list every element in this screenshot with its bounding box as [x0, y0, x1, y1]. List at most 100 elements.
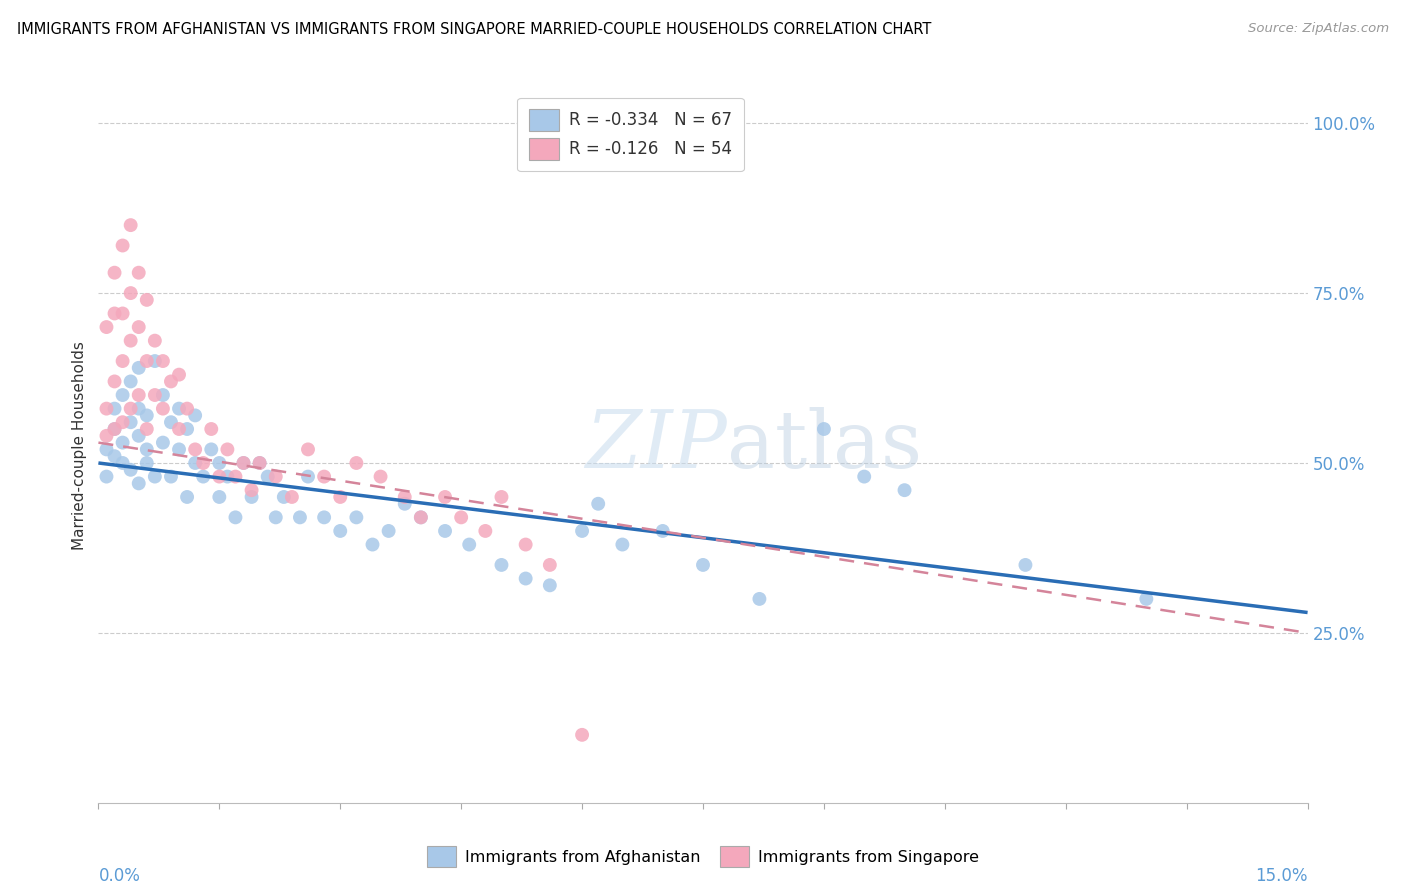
Point [240, 483, 263, 498]
Point [120, 334, 142, 348]
Point [344, 456, 367, 470]
Point [120, 375, 142, 389]
Point [361, 537, 384, 551]
Point [152, 435, 174, 450]
Text: ZIP: ZIP [585, 408, 727, 484]
Point [515, 572, 537, 586]
Point [103, 375, 125, 389]
Point [184, 409, 207, 423]
Point [128, 320, 150, 334]
Point [135, 456, 157, 470]
Y-axis label: Married-couple Households: Married-couple Households [72, 342, 87, 550]
Point [240, 490, 263, 504]
Point [538, 558, 561, 572]
Point [224, 510, 246, 524]
Point [200, 422, 222, 436]
Point [135, 354, 157, 368]
Point [394, 497, 416, 511]
Point [167, 401, 190, 416]
Legend: Immigrants from Afghanistan, Immigrants from Singapore: Immigrants from Afghanistan, Immigrants … [420, 840, 986, 873]
Point [491, 490, 513, 504]
Point [120, 401, 142, 416]
Point [409, 510, 432, 524]
Point [344, 510, 367, 524]
Point [135, 422, 157, 436]
Point [571, 728, 593, 742]
Point [135, 442, 157, 457]
Point [111, 456, 134, 470]
Point [394, 490, 416, 504]
Point [217, 469, 239, 483]
Point [651, 524, 673, 538]
Text: atlas: atlas [727, 407, 922, 485]
Point [167, 442, 190, 457]
Point [111, 354, 134, 368]
Point [1014, 558, 1036, 572]
Point [281, 490, 304, 504]
Point [152, 388, 174, 402]
Point [224, 469, 246, 483]
Point [748, 591, 770, 606]
Point [128, 476, 150, 491]
Point [409, 510, 432, 524]
Point [232, 456, 254, 470]
Point [96, 429, 118, 443]
Point [176, 490, 198, 504]
Point [135, 409, 157, 423]
Point [264, 469, 287, 483]
Point [515, 537, 537, 551]
Point [208, 469, 231, 483]
Text: IMMIGRANTS FROM AFGHANISTAN VS IMMIGRANTS FROM SINGAPORE MARRIED-COUPLE HOUSEHOL: IMMIGRANTS FROM AFGHANISTAN VS IMMIGRANT… [17, 22, 931, 37]
Point [135, 293, 157, 307]
Point [143, 354, 166, 368]
Point [96, 401, 118, 416]
Point [1135, 591, 1157, 606]
Point [813, 422, 835, 436]
Point [256, 469, 278, 483]
Point [176, 401, 198, 416]
Point [208, 490, 231, 504]
Point [208, 456, 231, 470]
Point [111, 306, 134, 320]
Point [329, 524, 352, 538]
Point [370, 469, 392, 483]
Point [491, 558, 513, 572]
Point [538, 578, 561, 592]
Text: Source: ZipAtlas.com: Source: ZipAtlas.com [1249, 22, 1389, 36]
Point [143, 334, 166, 348]
Point [217, 442, 239, 457]
Point [103, 449, 125, 463]
Point [160, 469, 183, 483]
Point [297, 469, 319, 483]
Point [193, 469, 215, 483]
Point [893, 483, 915, 498]
Point [111, 435, 134, 450]
Point [103, 401, 125, 416]
Point [193, 456, 215, 470]
Point [143, 469, 166, 483]
Point [288, 510, 311, 524]
Point [434, 490, 457, 504]
Point [120, 463, 142, 477]
Point [474, 524, 496, 538]
Point [692, 558, 714, 572]
Point [232, 456, 254, 470]
Point [103, 422, 125, 436]
Point [96, 442, 118, 457]
Point [152, 401, 174, 416]
Point [434, 524, 457, 538]
Point [329, 490, 352, 504]
Point [103, 422, 125, 436]
Point [377, 524, 399, 538]
Point [458, 537, 481, 551]
Point [128, 429, 150, 443]
Point [120, 218, 142, 232]
Point [111, 238, 134, 252]
Point [853, 469, 876, 483]
Point [96, 469, 118, 483]
Text: 15.0%: 15.0% [1256, 867, 1308, 885]
Point [314, 510, 336, 524]
Point [111, 388, 134, 402]
Point [249, 456, 271, 470]
Point [167, 368, 190, 382]
